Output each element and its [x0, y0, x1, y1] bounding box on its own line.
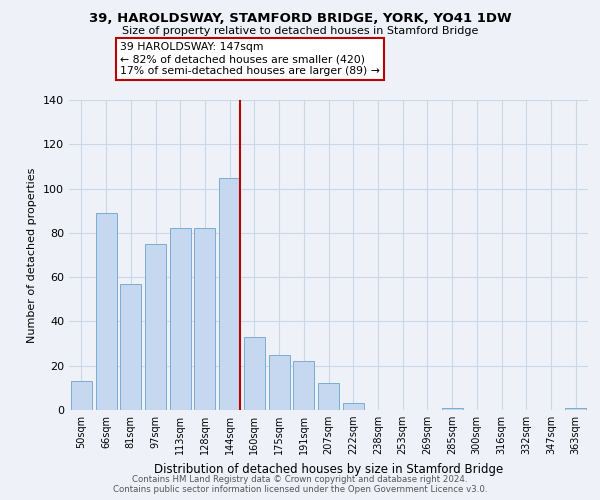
- Bar: [293, 362, 314, 410]
- Text: 39, HAROLDSWAY, STAMFORD BRIDGE, YORK, YO41 1DW: 39, HAROLDSWAY, STAMFORD BRIDGE, YORK, Y…: [89, 12, 511, 26]
- Bar: [318, 384, 339, 410]
- Y-axis label: Number of detached properties: Number of detached properties: [28, 168, 37, 342]
- Bar: [71, 381, 92, 410]
- Bar: [170, 228, 191, 410]
- Bar: [95, 213, 116, 410]
- Text: Contains HM Land Registry data © Crown copyright and database right 2024.
Contai: Contains HM Land Registry data © Crown c…: [113, 474, 487, 494]
- Bar: [565, 408, 586, 410]
- Text: 39 HAROLDSWAY: 147sqm
← 82% of detached houses are smaller (420)
17% of semi-det: 39 HAROLDSWAY: 147sqm ← 82% of detached …: [120, 42, 380, 76]
- Bar: [442, 408, 463, 410]
- Bar: [120, 284, 141, 410]
- Bar: [194, 228, 215, 410]
- Text: Size of property relative to detached houses in Stamford Bridge: Size of property relative to detached ho…: [122, 26, 478, 36]
- Bar: [244, 337, 265, 410]
- Bar: [343, 404, 364, 410]
- Bar: [145, 244, 166, 410]
- Bar: [219, 178, 240, 410]
- X-axis label: Distribution of detached houses by size in Stamford Bridge: Distribution of detached houses by size …: [154, 462, 503, 475]
- Bar: [269, 354, 290, 410]
